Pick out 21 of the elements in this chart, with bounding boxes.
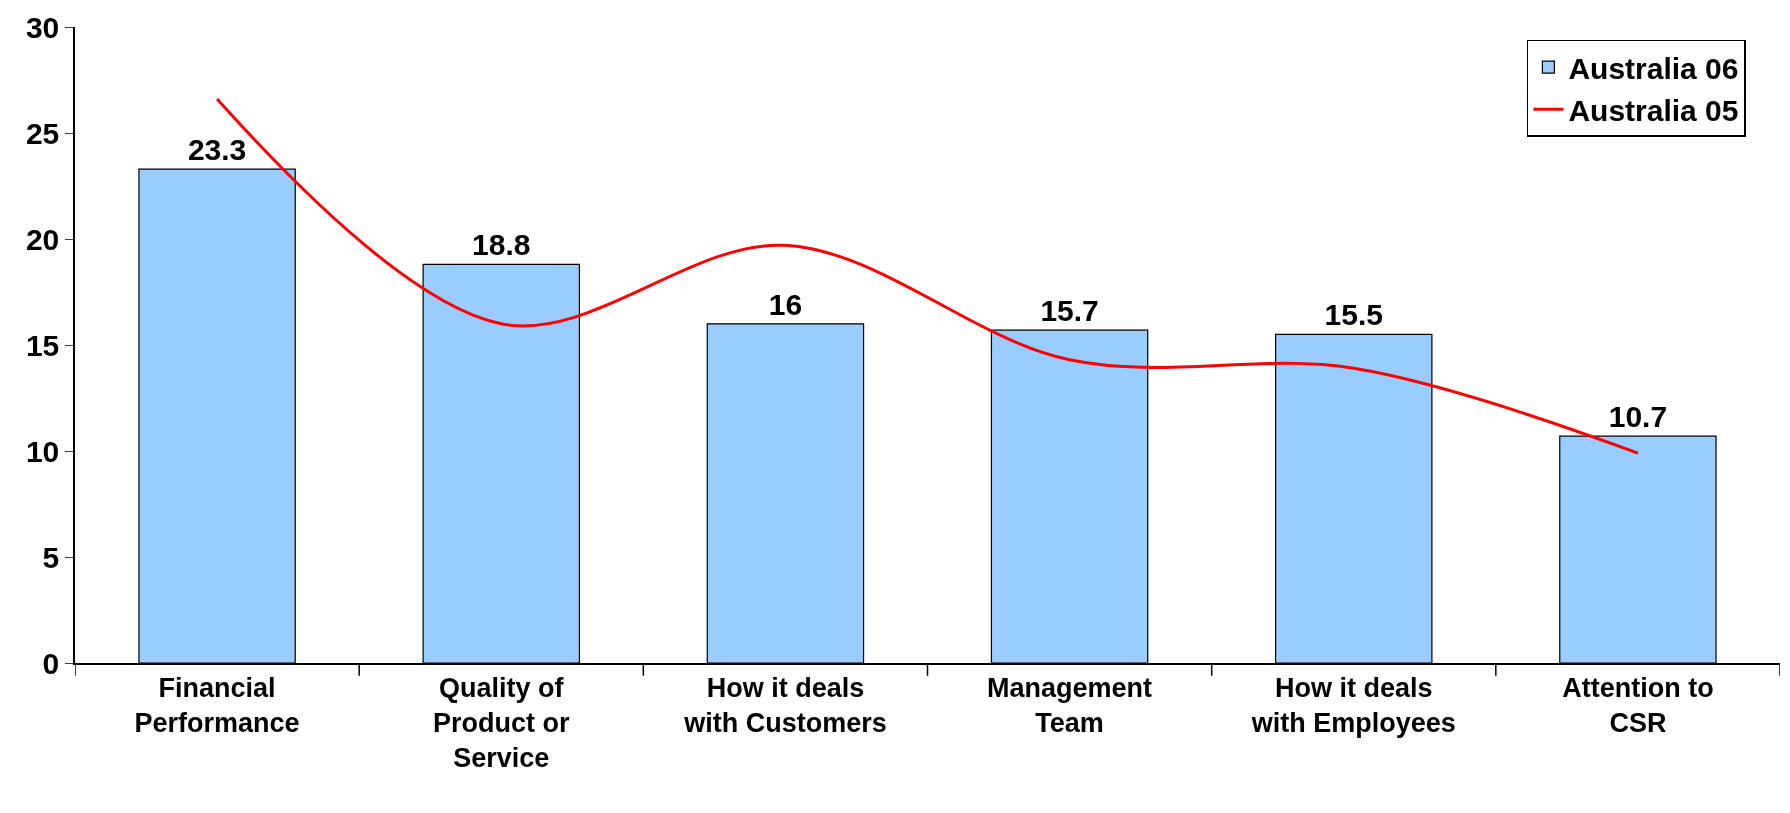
x-tick-label: How it deals with Employees (1250, 673, 1456, 739)
data-label: 16 (768, 287, 803, 321)
data-label: 10.7 (1608, 400, 1668, 434)
y-tick-label: 30 (25, 10, 60, 44)
y-tick-label: 0 (42, 646, 60, 680)
x-tick-label: Management Team (987, 673, 1153, 739)
data-label: 23.3 (187, 133, 247, 167)
y-tick-label: 25 (25, 116, 60, 150)
legend-label: Australia 06 (1568, 51, 1739, 85)
y-tick-label: 10 (25, 434, 60, 468)
x-tick-label: How it deals with Customers (683, 673, 887, 739)
x-tick-label: Quality of Product or Service (432, 673, 570, 774)
y-tick-label: 5 (42, 540, 60, 574)
data-label: 15.7 (1040, 294, 1099, 328)
x-tick-label: Attention to CSR (1562, 673, 1714, 739)
data-label: 18.8 (472, 228, 531, 262)
legend-label: Australia 05 (1568, 93, 1739, 127)
x-tick-label: Financial Performance (134, 673, 300, 739)
y-tick-label: 20 (25, 222, 60, 256)
data-label: 15.5 (1324, 298, 1383, 332)
y-tick-label: 15 (25, 328, 60, 362)
